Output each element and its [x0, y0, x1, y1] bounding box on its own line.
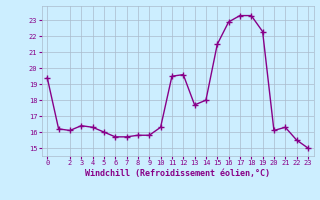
- X-axis label: Windchill (Refroidissement éolien,°C): Windchill (Refroidissement éolien,°C): [85, 169, 270, 178]
